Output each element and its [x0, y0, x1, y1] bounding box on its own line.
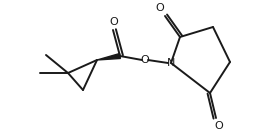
Text: O: O [141, 55, 149, 65]
Text: N: N [167, 58, 175, 68]
Text: O: O [215, 121, 223, 131]
Polygon shape [97, 53, 120, 60]
Text: O: O [156, 3, 164, 13]
Text: O: O [109, 17, 118, 27]
